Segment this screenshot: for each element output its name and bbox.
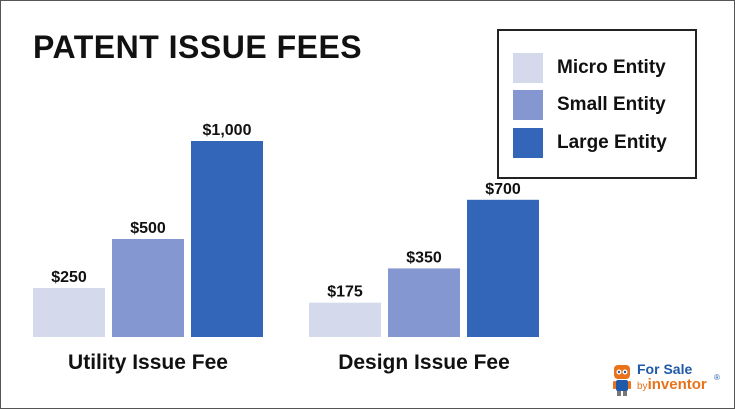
legend-swatch-micro	[513, 53, 543, 83]
legend-swatch-large	[513, 128, 543, 158]
legend-label-small: Small Entity	[557, 94, 666, 115]
data-label-large-design: $700	[485, 181, 521, 198]
chart-title: PATENT ISSUE FEES	[33, 29, 363, 65]
data-label-micro-design: $175	[327, 284, 363, 301]
data-label-large-utility: $1,000	[203, 122, 252, 139]
bar-micro-utility	[33, 288, 105, 337]
data-label-micro-utility: $250	[51, 269, 87, 286]
category-label-utility: Utility Issue Fee	[68, 351, 228, 374]
data-label-small-design: $350	[406, 249, 442, 266]
registered-mark: ®	[714, 373, 720, 382]
data-label-small-utility: $500	[130, 220, 166, 237]
legend-item-large: Large Entity	[513, 128, 667, 158]
brand-inventor: inventor	[647, 376, 707, 393]
legend-item-micro: Micro Entity	[513, 53, 666, 83]
legend-item-small: Small Entity	[513, 90, 666, 120]
legend-label-micro: Micro Entity	[557, 57, 666, 78]
legend-label-large: Large Entity	[557, 132, 667, 153]
bar-large-utility	[191, 141, 263, 337]
category-label-design: Design Issue Fee	[338, 351, 510, 374]
bar-small-utility	[112, 239, 184, 337]
brand-line-2: byinventor	[637, 377, 707, 395]
bar-small-design	[388, 268, 460, 337]
brand-by: by	[637, 381, 648, 392]
bar-large-design	[467, 199, 539, 337]
for-sale-by-inventor-logo: For Sale byinventor ®	[611, 359, 726, 403]
bar-micro-design	[309, 302, 381, 337]
legend: Micro Entity Small Entity Large Entity	[497, 29, 697, 179]
brand-line-1: For Sale	[637, 361, 693, 377]
legend-swatch-small	[513, 90, 543, 120]
robot-icon	[613, 365, 631, 396]
